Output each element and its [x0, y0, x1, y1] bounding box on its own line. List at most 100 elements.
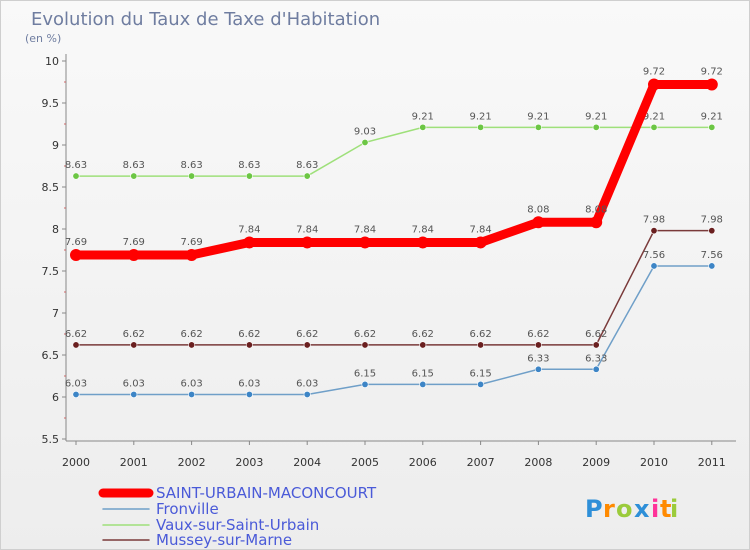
logo-letter: o	[616, 495, 633, 523]
data-label: 6.62	[412, 329, 434, 340]
logo-letter: i	[670, 495, 678, 523]
series-layer: 6.62 6.62 6.62 6.62 6.62 6.62 6.62 6.62 6.62 6.62…	[65, 67, 723, 398]
x-tick-label: 2001	[120, 456, 148, 469]
data-point	[532, 216, 545, 229]
data-label: 7.69	[180, 237, 202, 248]
data-point	[592, 123, 600, 131]
data-point	[130, 341, 138, 349]
y-tick-label: 5.5	[42, 433, 60, 446]
data-label: 9.72	[701, 67, 723, 78]
y-tick-label: 7	[52, 307, 59, 320]
data-point	[419, 380, 427, 388]
data-point	[301, 236, 314, 249]
data-point	[592, 365, 600, 373]
data-label: 9.21	[701, 111, 723, 122]
data-point	[243, 236, 256, 249]
x-tick-label: 2002	[178, 456, 206, 469]
data-label: 6.62	[469, 329, 491, 340]
data-point	[650, 227, 658, 235]
data-label: 7.56	[643, 250, 665, 261]
data-point	[590, 216, 603, 229]
series-line	[75, 265, 713, 396]
data-point	[650, 123, 658, 131]
data-point	[708, 262, 716, 270]
data-point	[127, 249, 140, 262]
data-label: 8.63	[123, 160, 145, 171]
data-point	[361, 138, 369, 146]
series-line	[75, 126, 713, 177]
data-point	[130, 390, 138, 398]
logo-letter: r	[603, 495, 615, 523]
data-label: 8.63	[296, 160, 318, 171]
data-point	[534, 341, 542, 349]
legend-label: SAINT-URBAIN-MACONCOURT	[156, 484, 377, 502]
legend-label: Vaux-sur-Saint-Urbain	[156, 516, 319, 534]
data-label: 6.62	[65, 329, 87, 340]
legend-label: Mussey-sur-Marne	[156, 531, 292, 549]
data-point	[477, 380, 485, 388]
data-label: 8.63	[65, 160, 87, 171]
data-point	[72, 390, 80, 398]
data-point	[72, 341, 80, 349]
data-label: 6.03	[65, 378, 87, 389]
x-tick-label: 2006	[409, 456, 437, 469]
y-tick-label: 6	[52, 391, 59, 404]
data-label: 6.15	[354, 368, 376, 379]
x-tick-label: 2011	[698, 456, 726, 469]
x-tick-label: 2003	[235, 456, 263, 469]
data-point	[303, 172, 311, 180]
data-label: 6.62	[296, 329, 318, 340]
data-label: 7.98	[701, 215, 723, 226]
data-label: 9.21	[527, 111, 549, 122]
data-point	[361, 341, 369, 349]
y-tick-label: 9.5	[42, 97, 60, 110]
x-tick-label: 2008	[524, 456, 552, 469]
data-label: 7.84	[296, 224, 318, 235]
data-label: 7.69	[123, 237, 145, 248]
data-point	[245, 390, 253, 398]
chart-subtitle: (en %)	[25, 32, 61, 45]
data-point	[419, 123, 427, 131]
data-label: 8.08	[527, 204, 549, 215]
data-label: 7.84	[354, 224, 376, 235]
x-tick-label: 2004	[293, 456, 321, 469]
data-point	[708, 227, 716, 235]
data-label: 8.08	[585, 204, 607, 215]
legend-label: Fronville	[156, 500, 219, 518]
legend: SAINT-URBAIN-MACONCOURTFronvilleVaux-sur…	[98, 484, 377, 549]
y-tick-label: 6.5	[42, 349, 60, 362]
x-tick-label: 2010	[640, 456, 668, 469]
data-label: 6.03	[238, 378, 260, 389]
data-label: 7.84	[238, 224, 260, 235]
data-label: 6.33	[585, 353, 607, 364]
y-tick-label: 7.5	[42, 265, 60, 278]
data-label: 6.15	[469, 368, 491, 379]
data-label: 6.15	[412, 368, 434, 379]
y-tick-label: 9	[52, 139, 59, 152]
data-label: 8.63	[180, 160, 202, 171]
data-label: 9.72	[643, 67, 665, 78]
data-point	[419, 341, 427, 349]
data-label: 6.62	[180, 329, 202, 340]
data-label: 6.03	[123, 378, 145, 389]
data-point	[188, 390, 196, 398]
data-point	[70, 249, 82, 262]
series-vaux-sur-saint-urbain: 8.63 8.63 8.63 8.63 8.63 9.03 9.21 9.21 9.21 9.21…	[65, 111, 723, 180]
data-label: 7.56	[701, 250, 723, 261]
series-saint-urbain-maconcourt: 7.69 7.69 7.69 7.84 7.84 7.84 7.84 7.84 8.08 8.08…	[65, 67, 723, 262]
data-point	[477, 123, 485, 131]
data-label: 7.84	[469, 224, 491, 235]
data-point	[359, 236, 371, 249]
data-point	[188, 172, 196, 180]
data-label: 7.84	[412, 224, 434, 235]
data-point	[185, 249, 198, 262]
data-label: 7.69	[65, 237, 87, 248]
data-label: 6.62	[527, 329, 549, 340]
data-point	[72, 172, 80, 180]
data-point	[416, 236, 429, 249]
data-point	[534, 365, 542, 373]
data-point	[705, 78, 718, 91]
data-point	[303, 390, 311, 398]
